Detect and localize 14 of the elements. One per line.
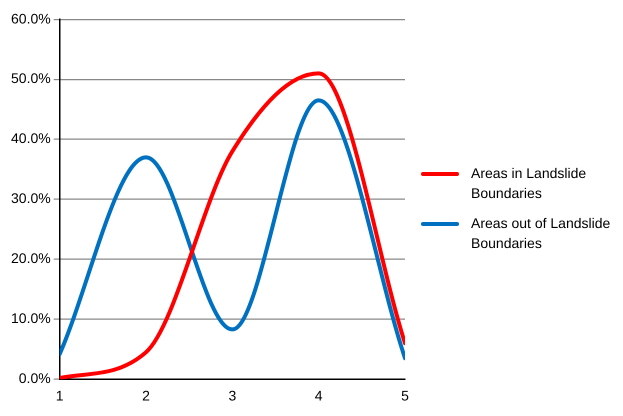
x-tick-label: 2 — [142, 387, 150, 404]
x-tick-label: 3 — [228, 387, 236, 404]
y-tick-label: 50.0% — [10, 70, 51, 86]
y-tick-label: 10.0% — [10, 310, 51, 326]
x-tick-label: 4 — [314, 387, 323, 404]
x-tick-label: 5 — [401, 387, 410, 404]
y-tick-label: 40.0% — [10, 130, 51, 146]
y-tick-label: 0.0% — [18, 370, 51, 386]
legend-label: Areas out of Landslide Boundaries — [471, 214, 612, 253]
y-tick-label: 20.0% — [10, 250, 51, 266]
y-tick-label: 60.0% — [10, 10, 51, 26]
legend-label: Areas in Landslide Boundaries — [471, 164, 588, 203]
y-tick-label: 30.0% — [10, 190, 51, 206]
x-tick-label: 1 — [56, 387, 64, 404]
